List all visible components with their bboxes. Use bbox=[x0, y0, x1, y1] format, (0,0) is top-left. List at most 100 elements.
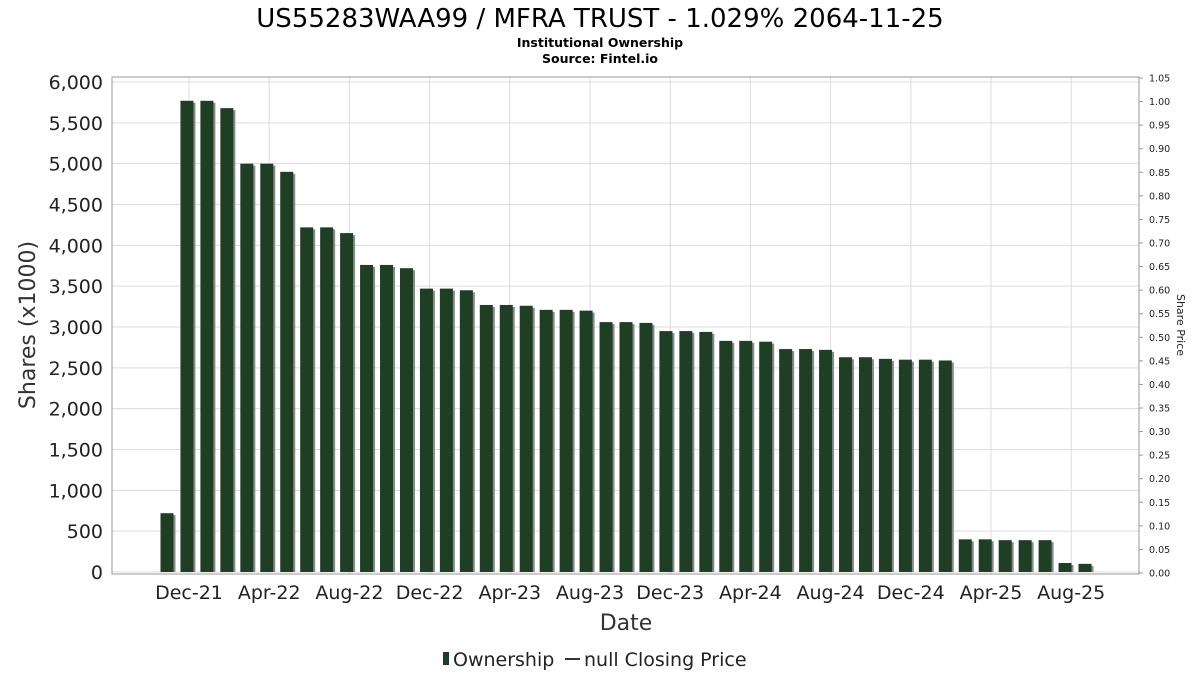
ownership-bar bbox=[958, 539, 972, 572]
ownership-bar bbox=[579, 310, 593, 572]
y2-tick-label: 1.00 bbox=[1149, 97, 1170, 108]
ownership-bar bbox=[759, 341, 773, 572]
legend-ownership-swatch bbox=[443, 652, 449, 665]
y2-tick-label: 0.20 bbox=[1149, 474, 1170, 485]
y2-tick-label: 0.25 bbox=[1149, 451, 1170, 462]
ownership-bar bbox=[220, 108, 234, 572]
x-tick-label: Apr-25 bbox=[960, 582, 1023, 604]
y2-axis-ticks: 0.00 0.05 0.10 0.15 0.20 0.25 0.30 0.35 0.40 0.45… bbox=[1139, 74, 1170, 580]
ownership-bar bbox=[1038, 540, 1052, 572]
y2-tick-label: 0.55 bbox=[1149, 309, 1170, 320]
y-tick-label: 1,500 bbox=[49, 440, 103, 462]
ownership-bar bbox=[599, 322, 613, 572]
ownership-bar bbox=[439, 288, 453, 572]
y-tick-label: 5,000 bbox=[49, 154, 103, 176]
y2-tick-label: 0.00 bbox=[1149, 569, 1170, 580]
ownership-bar bbox=[878, 358, 892, 572]
ownership-bar bbox=[1058, 563, 1072, 572]
y2-tick-label: 0.45 bbox=[1149, 356, 1170, 367]
x-axis-ticks: Dec-21 Apr-22 Aug-22 Dec-22 Apr-23 Aug-23 Dec-… bbox=[155, 582, 1105, 604]
ownership-bar bbox=[858, 357, 872, 572]
ownership-bar bbox=[699, 331, 713, 572]
x-tick-label: Dec-22 bbox=[396, 582, 464, 604]
ownership-bar bbox=[360, 264, 374, 572]
ownership-bar bbox=[639, 322, 653, 572]
ownership-bar bbox=[679, 331, 693, 572]
ownership-bar bbox=[380, 264, 394, 572]
ownership-bar bbox=[260, 163, 274, 572]
ownership-bar bbox=[779, 349, 793, 572]
x-tick-label: Apr-23 bbox=[478, 582, 541, 604]
y2-tick-label: 0.85 bbox=[1149, 168, 1170, 179]
y-tick-label: 0 bbox=[91, 562, 103, 584]
y2-tick-label: 0.65 bbox=[1149, 262, 1170, 273]
y-tick-label: 1,000 bbox=[49, 480, 103, 502]
ownership-bar bbox=[479, 304, 493, 572]
ownership-bar bbox=[539, 309, 553, 572]
y2-tick-label: 0.10 bbox=[1149, 521, 1170, 532]
y-tick-label: 3,000 bbox=[49, 317, 103, 339]
y2-tick-label: 0.15 bbox=[1149, 498, 1170, 509]
ownership-bar bbox=[280, 171, 294, 573]
y2-axis-label: Share Price bbox=[1174, 294, 1187, 356]
ownership-bar bbox=[340, 233, 354, 573]
x-tick-label: Dec-23 bbox=[636, 582, 704, 604]
x-tick-label: Aug-25 bbox=[1037, 582, 1105, 604]
chart-subtitle-source: Source: Fintel.io bbox=[542, 51, 658, 66]
ownership-bar bbox=[659, 331, 673, 572]
y-tick-label: 4,000 bbox=[49, 235, 103, 257]
ownership-bar bbox=[739, 340, 753, 572]
y-tick-label: 2,500 bbox=[49, 358, 103, 380]
y2-tick-label: 0.30 bbox=[1149, 427, 1170, 438]
y2-tick-label: 0.90 bbox=[1149, 144, 1170, 155]
y2-tick-label: 0.60 bbox=[1149, 286, 1170, 297]
y-axis-ticks: 0 500 1,000 1,500 2,000 2,500 3,000 3,500 4,000 4… bbox=[49, 72, 103, 584]
y2-tick-label: 1.05 bbox=[1149, 74, 1170, 85]
ownership-bar bbox=[300, 227, 314, 572]
plot-area-frame bbox=[111, 76, 1140, 575]
y-tick-label: 6,000 bbox=[49, 72, 103, 94]
ownership-bar bbox=[619, 322, 633, 572]
x-axis-label: Date bbox=[600, 611, 653, 636]
y2-tick-label: 0.35 bbox=[1149, 404, 1170, 415]
y2-tick-label: 0.95 bbox=[1149, 121, 1170, 132]
ownership-bar bbox=[819, 349, 833, 572]
ownership-bar bbox=[559, 309, 573, 572]
ownership-bar bbox=[719, 340, 733, 572]
chart-subtitle-ownership: Institutional Ownership bbox=[517, 35, 683, 50]
x-tick-label: Dec-24 bbox=[877, 582, 945, 604]
y2-tick-label: 0.80 bbox=[1149, 191, 1170, 202]
y-tick-label: 500 bbox=[67, 521, 103, 543]
ownership-bar bbox=[799, 349, 813, 572]
ownership-bar bbox=[180, 100, 194, 573]
x-tick-label: Apr-24 bbox=[719, 582, 782, 604]
y-tick-label: 2,000 bbox=[49, 399, 103, 421]
y-tick-label: 5,500 bbox=[49, 113, 103, 135]
ownership-bar bbox=[459, 290, 473, 572]
legend: Ownership null Closing Price bbox=[443, 649, 747, 671]
ownership-bar bbox=[200, 100, 214, 573]
bars bbox=[160, 100, 1094, 573]
ownership-bar bbox=[839, 357, 853, 572]
ownership-bar bbox=[1078, 563, 1092, 572]
x-tick-label: Dec-21 bbox=[155, 582, 223, 604]
legend-closing-price-label: null Closing Price bbox=[584, 649, 747, 671]
y2-tick-label: 0.70 bbox=[1149, 239, 1170, 250]
ownership-bar bbox=[998, 540, 1012, 572]
ownership-bar bbox=[898, 359, 912, 572]
y2-tick-label: 0.05 bbox=[1149, 545, 1170, 556]
ownership-bar bbox=[1018, 540, 1032, 572]
y-tick-label: 3,500 bbox=[49, 276, 103, 298]
ownership-bar bbox=[240, 163, 254, 572]
ownership-bar bbox=[320, 227, 334, 572]
y2-tick-label: 0.75 bbox=[1149, 215, 1170, 226]
ownership-bar bbox=[918, 359, 932, 572]
x-tick-label: Apr-22 bbox=[238, 582, 301, 604]
ownership-bar bbox=[519, 305, 533, 572]
x-tick-label: Aug-24 bbox=[797, 582, 865, 604]
ownership-bar bbox=[978, 539, 992, 572]
y2-tick-label: 0.50 bbox=[1149, 333, 1170, 344]
ownership-bar bbox=[938, 360, 952, 572]
x-tick-label: Aug-22 bbox=[315, 582, 383, 604]
ownership-bar bbox=[160, 513, 174, 572]
